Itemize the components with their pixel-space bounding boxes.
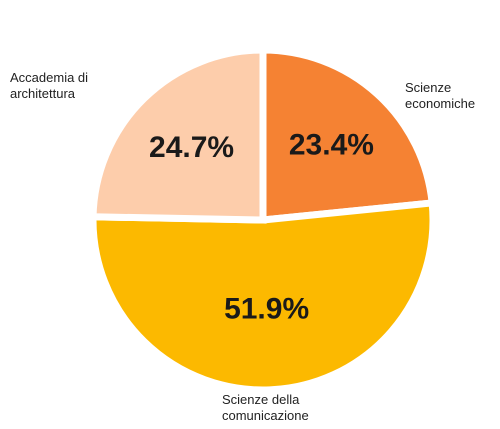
- value-label: 23.4%: [289, 128, 374, 161]
- category-label: Scienze economiche: [405, 80, 476, 111]
- pie-slice: [89, 199, 437, 394]
- value-label: 24.7%: [149, 131, 234, 164]
- pie-slice: [89, 46, 267, 224]
- category-label: Scienze della comunicazione: [222, 392, 309, 423]
- value-label: 51.9%: [224, 292, 309, 325]
- category-label: Accademia di architettura: [10, 70, 89, 101]
- pie-slice: [259, 46, 436, 224]
